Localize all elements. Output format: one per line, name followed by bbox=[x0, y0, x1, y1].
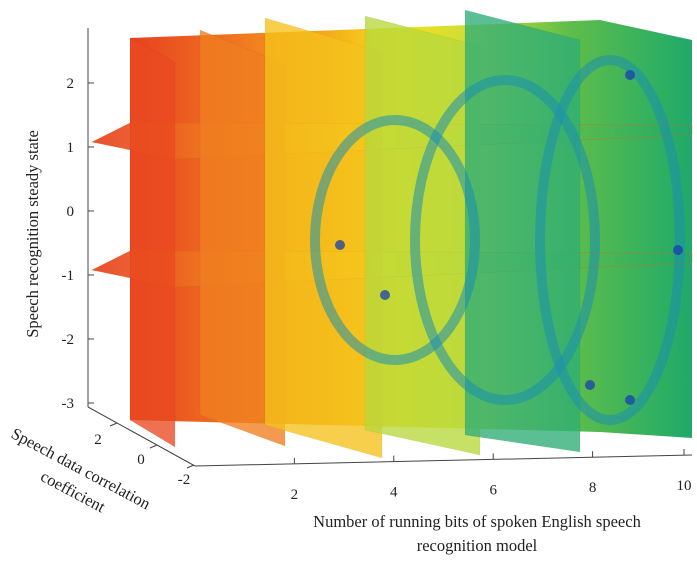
z-tick-mark bbox=[149, 444, 158, 449]
slice-planes bbox=[91, 9, 693, 459]
hotspot bbox=[625, 395, 635, 405]
vertical-slice-x bbox=[264, 17, 383, 459]
y-tick-label: -2 bbox=[62, 332, 75, 348]
hotspot bbox=[625, 70, 635, 80]
vertical-slice-x bbox=[129, 37, 176, 448]
z-tick-mark bbox=[186, 464, 195, 469]
contour-ring bbox=[310, 115, 480, 365]
x-axis-label-line-1: Number of running bits of spoken English… bbox=[313, 512, 641, 531]
z-tick-label: 0 bbox=[137, 452, 145, 468]
z-axis-line bbox=[87, 406, 196, 467]
x-axis-line bbox=[194, 454, 693, 467]
y-tick-label: -3 bbox=[62, 396, 75, 412]
contour-ring bbox=[535, 55, 685, 425]
hotspot bbox=[335, 240, 345, 250]
vertical-slice-x bbox=[364, 15, 481, 456]
contour-ring bbox=[410, 75, 600, 405]
x-tick-label: 10 bbox=[677, 478, 692, 494]
y-tick-labels: 2 1 0 -1 -2 -3 bbox=[62, 76, 94, 412]
z-axis-label: Speech data correlation coefficient bbox=[8, 424, 154, 517]
x-tick-labels: 2 4 6 8 10 bbox=[291, 449, 692, 503]
z-tick-labels: 2 0 -2 bbox=[94, 422, 195, 488]
hotspot bbox=[673, 245, 683, 255]
z-tick-label: 2 bbox=[94, 432, 102, 448]
x-tick-label: 2 bbox=[291, 487, 299, 503]
x-axis-label-line-2: recognition model bbox=[417, 536, 538, 555]
x-tick-label: 8 bbox=[589, 480, 597, 496]
x-tick-label: 6 bbox=[489, 482, 497, 498]
vertical-slice-x bbox=[199, 29, 286, 447]
y-tick-label: 1 bbox=[67, 140, 75, 156]
y-tick-label: -1 bbox=[62, 268, 75, 284]
x-tick-label: 4 bbox=[390, 485, 398, 501]
z-tick-label: -2 bbox=[178, 472, 191, 488]
hotspot bbox=[380, 290, 390, 300]
y-axis-label: Speech recognition steady state bbox=[23, 130, 42, 338]
axes bbox=[87, 28, 693, 467]
vertical-slice-x bbox=[464, 9, 581, 453]
x-axis-label: Number of running bits of spoken English… bbox=[313, 512, 641, 555]
y-tick-label: 2 bbox=[67, 76, 75, 92]
hotspot bbox=[585, 380, 595, 390]
y-tick-label: 0 bbox=[67, 204, 75, 220]
z-tick-mark bbox=[109, 422, 118, 427]
